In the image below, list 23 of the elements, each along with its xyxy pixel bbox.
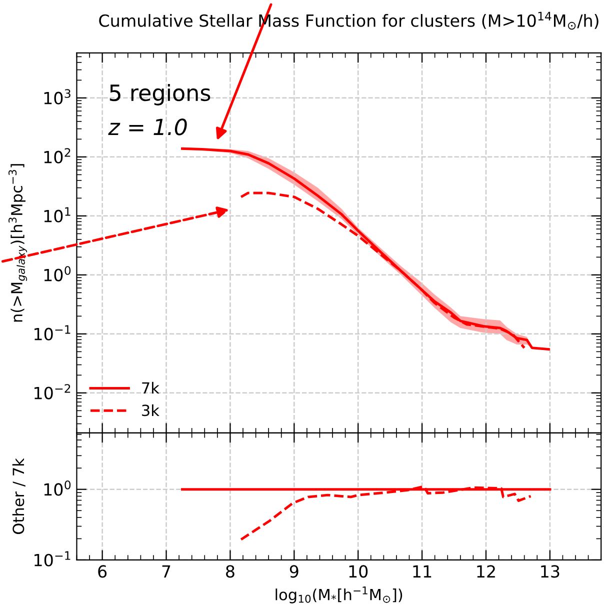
x-tick-label: 9 bbox=[290, 565, 298, 578]
y-tick-label: 10$^{2}$ bbox=[44, 148, 70, 164]
y-tick-label: 10$^{−1}$ bbox=[34, 325, 70, 340]
y-tick-label: 10$^{1}$ bbox=[44, 207, 70, 222]
x-tick-label: 12 bbox=[477, 565, 495, 578]
x-tick-label: 10 bbox=[349, 565, 368, 578]
y-axis-title: Other / 7k bbox=[12, 458, 26, 534]
y-tick-label: 10$^{3}$ bbox=[44, 89, 70, 104]
y-axis-title: n(>M$_{galaxy}$)[h$^{3}$Mpc$^{−3}$] bbox=[8, 164, 28, 322]
legend-label: 7k bbox=[142, 382, 160, 394]
y-tick-label: 10$^{−1}$ bbox=[34, 551, 70, 566]
x-tick-label: 13 bbox=[541, 565, 560, 578]
y-tick-label: 10$^{0}$ bbox=[44, 480, 71, 496]
text: log$_{10}$(M$_{*}$[h$^{−1}$M$_{⊙}$]) bbox=[276, 586, 402, 604]
y-tick-label: 10$^{0}$ bbox=[44, 266, 71, 282]
x-tick-label: 8 bbox=[226, 565, 234, 578]
legend-label: 3k bbox=[142, 404, 160, 416]
y-tick-label: 10$^{−2}$ bbox=[34, 384, 70, 400]
x-tick-label: 6 bbox=[98, 565, 107, 578]
x-tick-label: 11 bbox=[413, 565, 432, 578]
x-tick-label: 7 bbox=[162, 565, 170, 578]
annotation: z = 1.0 bbox=[108, 118, 187, 136]
annotation: 5 regions bbox=[110, 84, 210, 106]
